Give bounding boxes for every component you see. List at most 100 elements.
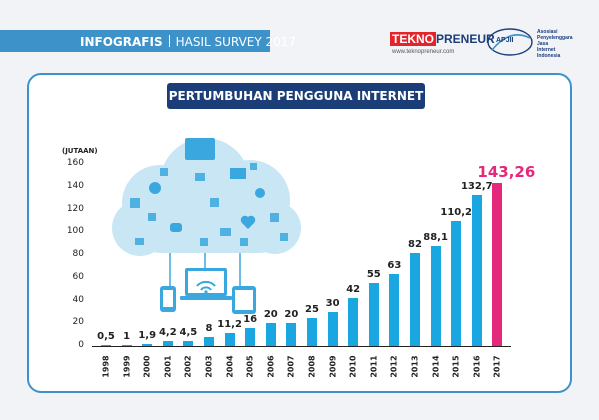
x-tick-label: 2011 [369,355,379,378]
data-label: 42 [346,284,361,296]
x-tick-label: 2007 [286,355,296,378]
x-tick-label: 1999 [122,355,132,378]
x-tick-label: 2001 [163,355,173,378]
bar [183,340,194,346]
apjii-line: Jasa [537,41,549,47]
bar [142,343,153,346]
x-tick-label: 2015 [451,355,461,378]
apjii-name: APJII [496,37,514,44]
data-label: 1 [123,330,131,342]
mail-icon [230,168,246,179]
bar [327,311,338,346]
data-label: 25 [305,303,319,315]
data-label: 1,9 [138,329,157,341]
bar [307,317,317,346]
data-label: 82 [408,238,422,250]
apjii-line: Indonesia [537,53,561,59]
bar [430,245,441,346]
x-tick-label: 2000 [142,355,152,378]
x-tick-label: 2012 [389,355,399,378]
x-tick-label: 2009 [328,355,338,378]
tekno-logo-part-b: PRENEUR [436,32,495,46]
x-tick-label: 2003 [204,355,214,378]
wifi-icon [196,280,216,291]
y-tick-label: 40 [72,294,84,305]
bar [451,220,462,346]
data-label: 11,2 [217,319,242,331]
apjii-emblem-icon [487,28,533,56]
bar [101,344,111,346]
data-label: 20 [284,309,299,321]
data-label: 0,5 [97,330,115,342]
teknopreneur-url: www.teknopreneur.com [392,49,455,55]
bar-highlight [492,183,503,346]
y-tick-label: 20 [72,317,84,328]
y-tick-label: 80 [72,249,84,259]
apjii-logo: APJII Asosiasi Penyelenggara Jasa Intern… [486,26,596,64]
bar [286,323,297,346]
y-tick-label: 160 [66,158,84,168]
tekno-logo-part-a: TEKNO [390,32,436,46]
apjii-line: Penyelenggara [537,35,573,41]
data-label: 16 [243,313,258,325]
infografis-tag: INFOGRAFIS [80,35,163,49]
y-tick-label: 60 [72,271,84,282]
smartphone-icon [160,286,176,312]
x-tick-label: 2002 [183,355,193,378]
x-tick-label: 2016 [472,355,482,378]
x-tick-label: 2017 [492,355,502,378]
bar [204,336,214,346]
x-tick-label: 2010 [348,355,358,378]
data-label: 132,7 [460,181,493,193]
data-label: 55 [366,269,381,281]
x-tick-label: 2006 [266,355,276,378]
x-tick-label: 2013 [410,355,420,378]
apjii-line: Internet [537,47,556,53]
bar [265,323,276,346]
x-tick-label: 2004 [225,355,235,378]
x-tick-label: 2014 [431,355,441,378]
y-tick-label: 0 [78,340,84,350]
x-axis-line [92,346,512,347]
bar [389,274,400,346]
y-tick-label: 100 [66,226,84,237]
laptop-icon [180,268,232,300]
apjii-fullname: Asosiasi Penyelenggara Jasa Internet Ind… [537,29,573,59]
bar [162,341,173,346]
bar [348,298,359,346]
bar [471,195,482,346]
laptop-icon [185,138,215,160]
cloud-network-illustration [112,138,301,314]
data-label: 8 [205,322,213,334]
data-label: 4,5 [179,326,198,338]
heart-icon [240,215,256,229]
y-axis-unit-label: (JUTAAN) [62,147,98,155]
title-bar [167,83,425,109]
survey-title: HASIL SURVEY 2017 [175,35,297,49]
data-label: 20 [263,309,278,321]
x-tick-label: 2005 [245,355,255,378]
tablet-icon [232,286,256,314]
header-bar [0,30,270,52]
data-label: 30 [325,297,340,309]
data-label: 143,26 [477,163,536,182]
data-label: 4,2 [158,327,177,339]
teknopreneur-logo: TEKNO PRENEUR www.teknopreneur.com [390,30,495,60]
gear-icon [255,188,265,198]
data-label: 63 [387,260,402,272]
data-label: 88,1 [423,231,448,243]
y-tick-label: 120 [66,203,84,214]
data-label: 110,2 [440,206,472,218]
header-divider [168,35,170,47]
bar [245,327,256,346]
apjii-line: Asosiasi [537,29,558,35]
x-tick-label: 1998 [101,355,111,378]
chat-bubble-icon [170,223,182,232]
x-tick-label: 2008 [307,355,317,378]
header-title: INFOGRAFIS HASIL SURVEY 2017 [80,32,296,52]
chart-title: PERTUMBUHAN PENGGUNA INTERNET [168,89,424,103]
camera-icon [149,182,161,194]
y-tick-label: 140 [66,180,84,191]
bar [224,333,235,346]
bar [121,344,132,346]
